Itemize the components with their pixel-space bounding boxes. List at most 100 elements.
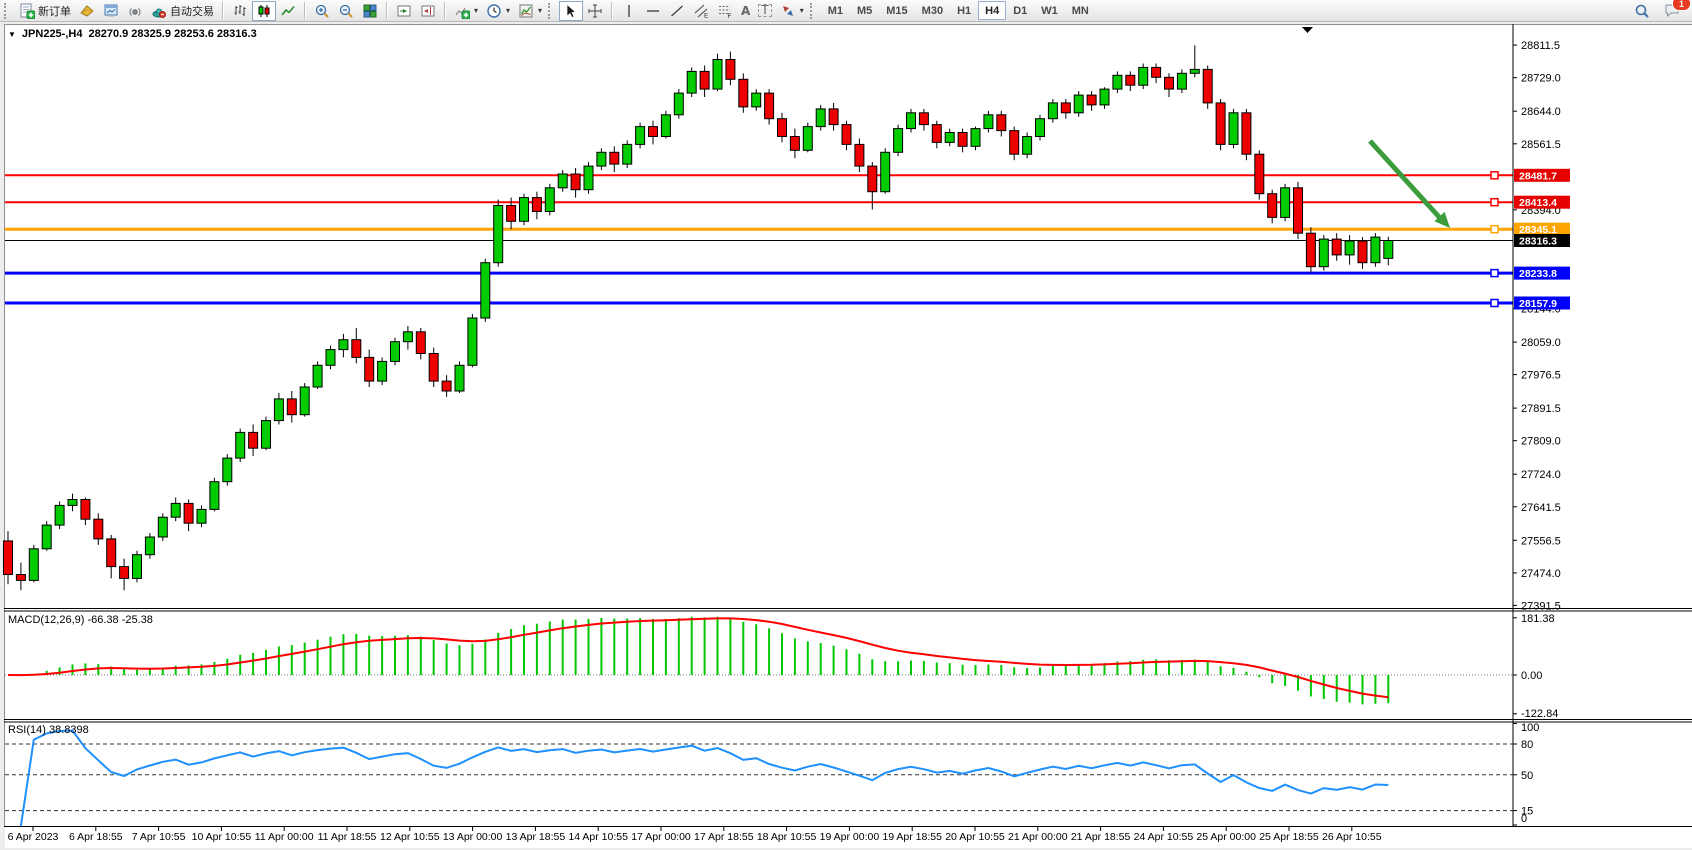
candle [1202, 68, 1213, 104]
candle [867, 165, 878, 193]
auto-scroll-button[interactable] [392, 1, 416, 21]
timeframe-button-W1[interactable]: W1 [1034, 1, 1065, 20]
candle [1318, 238, 1329, 268]
candle [467, 317, 478, 366]
candle [299, 386, 310, 416]
trendline-tool-button[interactable] [665, 1, 689, 21]
price-label: 28345.1 [1519, 224, 1557, 236]
symbol-header[interactable]: ▼ JPN225-,H4 28270.9 28325.9 28253.6 283… [8, 28, 257, 40]
candle [157, 516, 168, 538]
bar-chart-type-button[interactable] [228, 1, 252, 21]
candle [1293, 187, 1303, 234]
vertical-line-tool-button[interactable] [617, 1, 641, 21]
candle [660, 114, 671, 138]
zoom-in-icon [314, 3, 330, 19]
candle [686, 70, 697, 94]
candle [15, 574, 26, 581]
periods-button[interactable]: ▾ [482, 1, 514, 21]
search-button[interactable] [1630, 1, 1654, 21]
macd-tick-label: 181.38 [1521, 613, 1555, 625]
date-tick-label: 6 Apr 2023 [8, 831, 59, 843]
date-tick-label: 26 Apr 10:55 [1322, 831, 1382, 843]
price-tick-label: 27391.5 [1521, 600, 1561, 612]
zoom-in-button[interactable] [310, 1, 334, 21]
tile-windows-button[interactable] [358, 1, 382, 21]
candle [312, 364, 323, 388]
candle [41, 524, 52, 550]
candle [1228, 112, 1239, 145]
price-label: 28157.9 [1519, 298, 1557, 310]
candle [80, 499, 91, 520]
candle [802, 126, 813, 151]
candle [996, 114, 1007, 132]
toolbar-separator [444, 2, 446, 19]
candle [583, 165, 594, 191]
candle [635, 126, 646, 145]
crosshair-tool-button[interactable] [583, 1, 607, 21]
toolbar-separator [304, 2, 306, 19]
candle [1047, 102, 1058, 120]
candle [815, 108, 826, 128]
date-tick-label: 21 Apr 18:55 [1071, 831, 1131, 843]
chevron-down-icon: ▾ [538, 6, 543, 15]
candle [725, 59, 736, 80]
candle [1125, 74, 1136, 86]
timeframe-button-MN[interactable]: MN [1065, 1, 1096, 20]
price-tick-label: 27474.0 [1521, 568, 1561, 580]
collapse-triangle-icon[interactable]: ▼ [8, 29, 16, 39]
candle [1331, 238, 1342, 256]
notification-badge[interactable]: 1 [1672, 0, 1691, 11]
zoom-out-button[interactable] [334, 1, 358, 21]
candle [841, 124, 852, 145]
date-tick-label: 6 Apr 18:55 [69, 831, 123, 843]
toolbar-grip [548, 2, 555, 19]
fibonacci-tool-button[interactable]: F [713, 1, 737, 21]
new-order-icon [19, 3, 35, 19]
line-chart-type-button[interactable] [276, 1, 300, 21]
signals-button[interactable] [123, 1, 147, 21]
timeframe-button-M5[interactable]: M5 [850, 1, 879, 20]
price-tick-label: 27976.5 [1521, 370, 1561, 382]
text-tool-label: A [741, 3, 751, 18]
timeframe-button-M15[interactable]: M15 [879, 1, 914, 20]
timeframe-button-H4[interactable]: H4 [978, 1, 1007, 20]
market-watch-button[interactable] [99, 1, 123, 21]
quotes-button[interactable] [75, 1, 99, 21]
horizontal-line-tool-button[interactable] [641, 1, 665, 21]
candle [596, 151, 607, 167]
text-label-tool-button[interactable]: T [754, 1, 775, 21]
candle [712, 59, 723, 90]
price-chart[interactable]: 28811.528729.028644.028561.528394.028144… [0, 22, 1692, 850]
candle [1176, 72, 1187, 90]
candle [377, 360, 388, 382]
price-label-box [1514, 168, 1570, 182]
chevron-down-icon: ▾ [506, 6, 511, 15]
text-tool-button[interactable]: A [737, 1, 754, 21]
timeframe-button-H1[interactable]: H1 [950, 1, 978, 20]
candle [1022, 136, 1033, 155]
equidistant-channel-tool-button[interactable]: E [689, 1, 713, 21]
candle [1357, 240, 1368, 264]
timeframe-button-M1[interactable]: M1 [821, 1, 850, 20]
candle [248, 431, 259, 449]
signals-icon [127, 3, 143, 19]
timeframe-button-M30[interactable]: M30 [915, 1, 950, 20]
templates-button[interactable]: ▾ [514, 1, 546, 21]
candle [506, 205, 517, 222]
price-label-box [1514, 266, 1570, 280]
fibo-sub-label: F [728, 13, 732, 19]
bar-chart-icon [232, 3, 248, 19]
auto-trading-button[interactable]: 自动交易 [147, 1, 218, 21]
candle [183, 502, 194, 524]
candle [957, 132, 968, 147]
indicators-button[interactable]: ▾ [450, 1, 482, 21]
new-order-button[interactable]: 新订单 [15, 1, 75, 21]
cursor-tool-button[interactable] [559, 0, 584, 21]
auto-scroll-icon [396, 3, 412, 19]
timeframe-button-D1[interactable]: D1 [1006, 1, 1034, 20]
candlestick-chart-type-button[interactable] [252, 0, 276, 21]
chart-shift-button[interactable] [416, 1, 440, 21]
arrows-tool-button[interactable]: ▾ [776, 1, 808, 21]
chevron-down-icon: ▾ [474, 6, 479, 15]
new-order-label: 新订单 [38, 5, 71, 18]
